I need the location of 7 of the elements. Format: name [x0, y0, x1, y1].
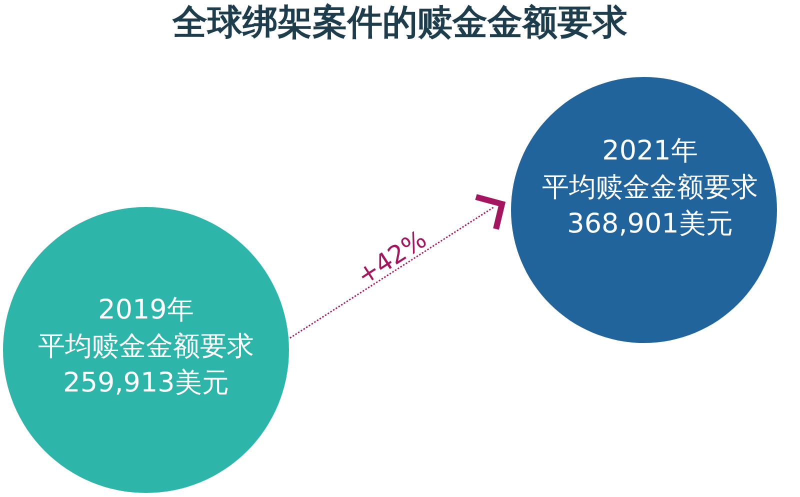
- text: 平均赎金金额要求: [38, 331, 254, 362]
- category-label: 2021年: [602, 136, 698, 166]
- data-label: 259,913美元: [63, 368, 229, 398]
- text: 全球绑架案件的赎金金额要求: [172, 3, 628, 43]
- text: 平均赎金金额要求: [542, 172, 758, 203]
- category-label: 2019年: [98, 294, 194, 326]
- data-label: 368,901美元: [567, 208, 733, 240]
